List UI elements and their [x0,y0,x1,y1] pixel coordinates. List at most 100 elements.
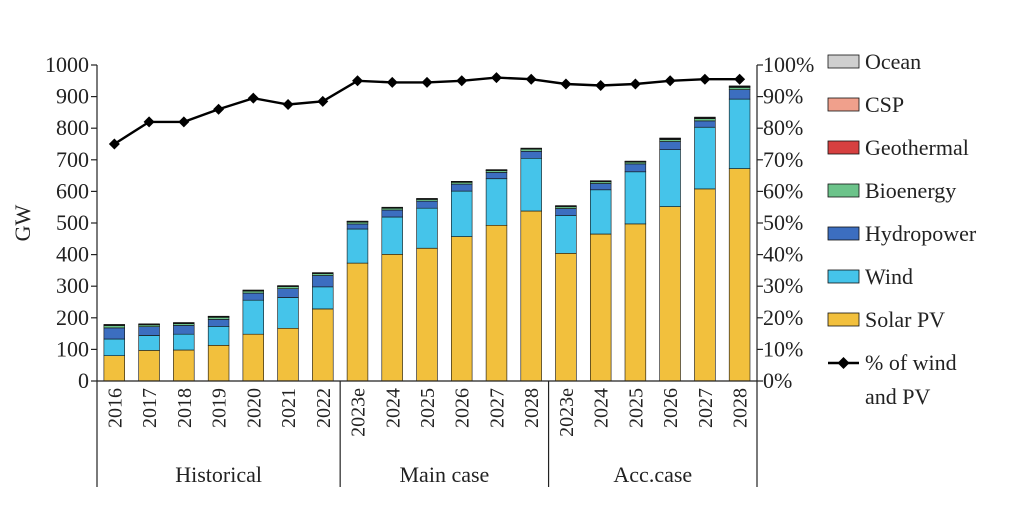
y-tick-label: 300 [56,273,89,298]
y-tick-label: 700 [56,147,89,172]
y-tick-label: 900 [56,84,89,109]
legend-swatch-bioenergy [827,183,860,198]
y2-tick-label: 30% [763,273,803,298]
bar-ocean-4 [242,289,264,291]
bar-hydropower-6 [312,275,334,288]
bars-layer [103,85,751,382]
legend-line-diamond [837,357,850,369]
bar-ocean-3 [207,315,230,318]
line-point-15 [629,78,641,90]
bar-solar-pv-3 [207,344,230,382]
line-point-16 [664,75,676,87]
bar-solar-pv-13 [555,253,577,382]
bar-hydropower-2 [173,325,195,335]
bar-wind-12 [520,157,542,212]
bar-hydropower-0 [103,327,126,340]
bar-wind-18 [728,98,751,169]
x-tick-label: 2020 [243,388,265,428]
bar-solar-pv-0 [103,355,126,382]
bar-bioenergy-18 [728,87,751,90]
y2-tick-label: 70% [763,147,803,172]
bar-wind-2 [173,333,195,351]
bar-wind-1 [138,335,160,351]
bar-solar-pv-11 [485,224,508,382]
bar-ocean-1 [138,323,160,325]
line-point-18 [734,73,746,85]
y-tick-label: 800 [56,115,89,140]
bar-hydropower-5 [277,288,299,298]
bar-ocean-9 [416,198,438,200]
legend-swatch-wind [827,269,860,284]
line-point-8 [386,76,398,88]
y2-tick-label: 0% [763,368,792,393]
bar-wind-17 [694,127,716,190]
bar-hydropower-15 [624,163,647,173]
y2-tick-label: 60% [763,178,803,203]
y2-tick-label: 10% [763,336,803,361]
line-point-6 [317,95,329,107]
bar-wind-7 [346,228,369,264]
bar-hydropower-10 [450,183,473,192]
bar-solar-pv-10 [450,236,473,382]
x-tick-label: 2027 [695,388,717,428]
bar-solar-pv-4 [242,333,264,382]
bar-ocean-15 [624,160,647,162]
y2-tick-label: 50% [763,210,803,235]
line-point-11 [490,72,502,84]
legend-label-bioenergy: Bioenergy [865,178,956,203]
legend-swatch-hydropower [827,226,860,241]
y-axis-title: GW [10,204,35,241]
y-tick-label: 0 [78,368,89,393]
x-tick-label: 2024 [382,388,404,428]
y-tick-label: 400 [56,242,89,267]
bar-hydropower-9 [416,200,438,209]
y-tick-label: 1000 [45,52,89,77]
bar-wind-8 [381,216,403,255]
line-point-14 [595,80,607,92]
bar-solar-pv-5 [277,327,299,382]
y2-tick-label: 20% [763,305,803,330]
x-tick-label: 2017 [139,388,161,428]
bar-hydropower-18 [728,89,751,100]
legend-label-hydropower: Hydropower [865,221,977,246]
legend-label-wind: Wind [865,264,913,289]
bar-ocean-0 [103,324,126,326]
legend-label-line-0: % of wind [865,350,957,375]
y2-tick-label: 100% [763,52,814,77]
bar-hydropower-13 [555,208,577,216]
x-tick-label: 2025 [417,388,439,428]
bar-ocean-5 [277,285,299,287]
x-tick-label: 2024 [591,388,613,428]
line-layer [108,72,746,150]
x-tick-label: 2016 [104,388,126,428]
bar-ocean-16 [659,137,681,139]
bar-wind-4 [242,299,264,335]
bar-solar-pv-12 [520,210,542,382]
line-point-3 [213,103,225,115]
line-point-0 [108,138,120,150]
y-tick-label: 600 [56,178,89,203]
bar-ocean-8 [381,206,403,208]
bar-wind-13 [555,215,577,254]
bar-wind-15 [624,171,647,225]
bar-hydropower-12 [520,151,542,159]
bar-hydropower-11 [485,172,508,179]
bar-wind-14 [589,189,612,235]
line-point-12 [525,73,537,85]
legend-label-ocean: Ocean [865,49,921,74]
bar-solar-pv-14 [589,233,612,382]
line-point-17 [699,73,711,85]
bar-solar-pv-16 [659,206,681,382]
y2-tick-label: 90% [763,84,803,109]
x-tick-label: 2028 [730,388,752,428]
bar-wind-16 [659,149,681,207]
legend-label-geothermal: Geothermal [865,135,969,160]
x-tick-label: 2023e [556,388,578,437]
bar-ocean-6 [312,272,334,274]
bar-ocean-14 [589,180,612,182]
bar-ocean-13 [555,205,577,207]
x-tick-label: 2026 [452,388,474,428]
y-tick-label: 100 [56,336,89,361]
bar-bioenergy-17 [694,118,716,122]
line-point-2 [178,116,190,128]
